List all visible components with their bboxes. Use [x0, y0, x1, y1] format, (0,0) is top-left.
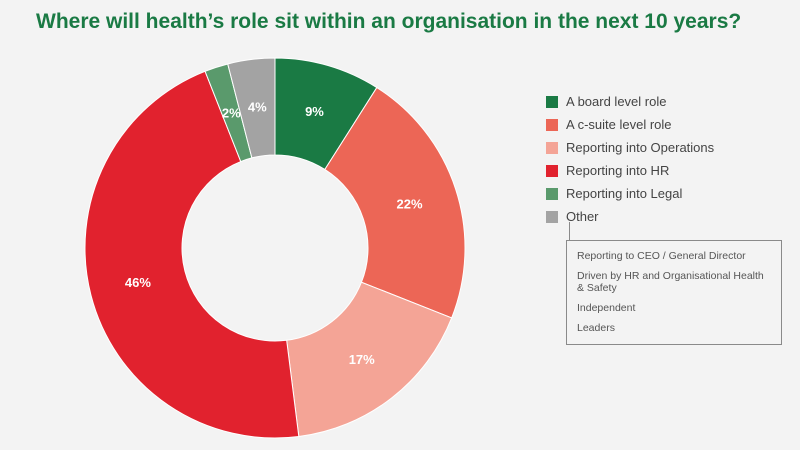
slice-value-label: 2%: [222, 105, 241, 120]
legend-label: Reporting into Legal: [566, 186, 683, 201]
slice-value-label: 46%: [125, 275, 151, 290]
donut-slice: [84, 70, 300, 439]
slice-value-label: 17%: [349, 352, 375, 367]
legend-label: A c-suite level role: [566, 117, 672, 132]
legend-item: A board level role: [546, 90, 714, 113]
legend-label: Reporting into Operations: [566, 140, 715, 155]
donut-slice: [324, 86, 466, 319]
other-breakdown-box: Reporting to CEO / General Director Driv…: [566, 240, 782, 345]
donut-slice: [227, 57, 276, 159]
legend-swatch: [546, 187, 558, 200]
other-breakdown-item: Reporting to CEO / General Director: [577, 250, 746, 262]
other-breakdown-item: Driven by HR and Organisational Health &…: [577, 270, 764, 294]
legend-swatch: [546, 141, 558, 154]
other-breakdown-item: Leaders: [577, 322, 615, 334]
chart-legend: A board level role A c-suite level role …: [546, 90, 714, 228]
slice-value-label: 22%: [397, 196, 423, 211]
legend-item: Reporting into HR: [546, 159, 714, 182]
donut-slice: [286, 281, 453, 438]
legend-label: Other: [566, 209, 599, 224]
slice-value-label: 4%: [248, 100, 267, 115]
other-breakdown-item: Independent: [577, 302, 636, 314]
legend-swatch: [546, 118, 558, 131]
legend-label: Reporting into HR: [566, 163, 670, 178]
slice-value-label: 9%: [305, 104, 324, 119]
legend-label: A board level role: [566, 94, 667, 109]
legend-swatch: [546, 95, 558, 108]
legend-item: Reporting into Operations: [546, 136, 714, 159]
legend-item: A c-suite level role: [546, 113, 714, 136]
legend-swatch: [546, 210, 558, 223]
other-connector-line: [569, 222, 570, 240]
legend-item: Other: [546, 205, 714, 228]
legend-swatch: [546, 164, 558, 177]
chart-title: Where will health’s role sit within an o…: [36, 10, 742, 33]
legend-item: Reporting into Legal: [546, 182, 714, 205]
